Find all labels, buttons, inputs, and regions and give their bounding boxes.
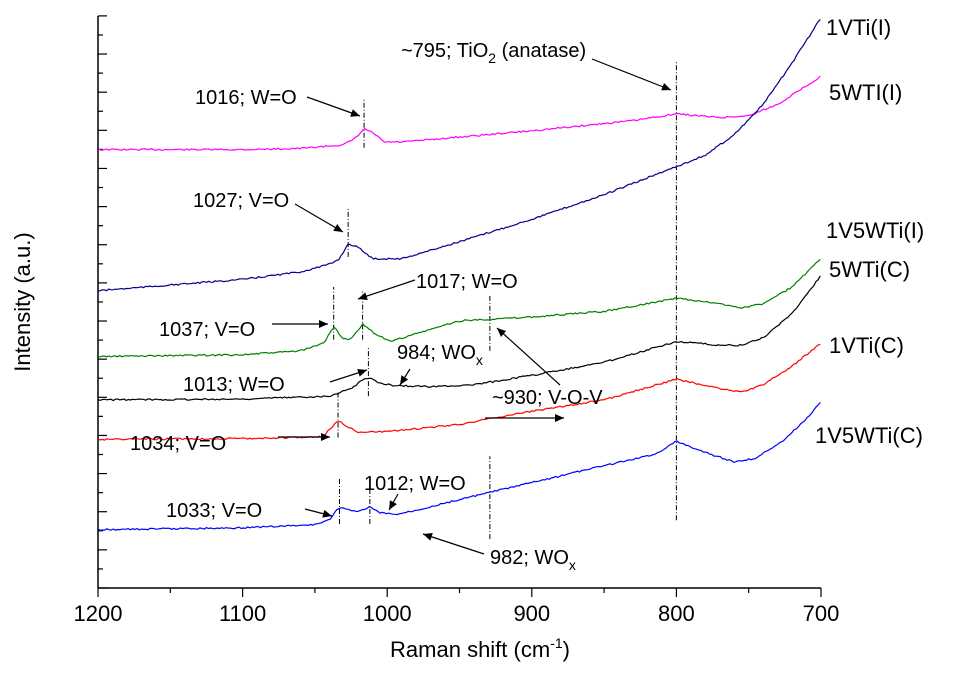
series-label-1v5wti-i: 1V5WTi(I)	[826, 218, 924, 243]
x-tick-label: 700	[803, 601, 840, 626]
annotation-arrows	[272, 58, 672, 555]
x-tick-label: 1200	[74, 601, 123, 626]
series-label-5wti-i: 5WTI(I)	[829, 80, 902, 105]
annotation-982-wox: 982; WOx	[490, 547, 576, 573]
series-label-5wti-c: 5WTi(C)	[829, 257, 910, 282]
series-label-1vti-i: 1VTi(I)	[826, 15, 891, 40]
annotation-1034-v-o: 1034; V=O	[130, 433, 226, 455]
annotation-arrowhead	[555, 414, 564, 422]
peak-marker-lines	[333, 61, 677, 540]
annotation-arrowhead	[321, 433, 330, 441]
annotation-arrowhead	[400, 375, 409, 385]
series-label-1v5wti-c: 1V5WTi(C)	[815, 423, 923, 448]
annotation-1013-w-o: 1013; W=O	[183, 374, 285, 396]
series-line-1vti-c	[97, 343, 821, 441]
annotation-arrow	[422, 533, 485, 555]
annotation-1033-v-o: 1033; V=O	[166, 500, 262, 522]
annotation-1016-w-o: 1016; W=O	[195, 87, 297, 109]
annotation-arrowhead	[322, 509, 332, 518]
annotation-arrowhead	[358, 292, 368, 300]
annotation-arrowhead	[333, 224, 343, 232]
series-line-5wti-i	[97, 75, 821, 152]
x-axis-title: Raman shift (cm-1)	[390, 635, 570, 662]
x-axis-ticks: 1200 1100 1000 900 800 700	[74, 588, 840, 626]
annotation-arrow	[294, 203, 344, 233]
annotation-arrowhead	[350, 109, 360, 117]
annotation-arrowhead	[661, 82, 671, 91]
annotation-1037-v-o: 1037; V=O	[159, 319, 255, 341]
annotation-795-tio2: ~795; TiO2 (anatase)	[401, 40, 586, 66]
annotation-arrow	[306, 96, 361, 117]
series-line-5wti-c	[97, 275, 821, 402]
annotation-1017-w-o: 1017; W=O	[416, 271, 518, 293]
series-line-1v5wti-c	[97, 402, 821, 532]
annotation-arrow	[496, 327, 561, 386]
series-line-1vti-i	[97, 18, 821, 292]
annotation-arrow	[591, 58, 672, 91]
annotation-arrowhead	[357, 368, 367, 377]
x-tick-label: 1100	[219, 601, 266, 626]
x-tick-label: 900	[513, 601, 550, 626]
annotation-1027-v-o: 1027; V=O	[193, 190, 289, 212]
annotation-arrowhead	[423, 533, 433, 541]
y-axis-title: Intensity (a.u.)	[10, 232, 35, 371]
plot-area: 1200 1100 1000 900 800 700	[74, 15, 840, 626]
annotation-arrowhead	[319, 320, 328, 328]
annotation-arrowhead	[389, 500, 397, 510]
annotation-984-wox: 984; WOx	[397, 342, 483, 368]
annotation-1012-w-o: 1012; W=O	[364, 473, 466, 495]
annotation-arrow	[357, 279, 416, 300]
annotation-930-v-o-v: ~930; V-O-V	[492, 387, 603, 409]
series-label-1vti-c: 1VTi(C)	[829, 333, 904, 358]
series-line-1v5wti-i	[97, 258, 821, 358]
annotation-arrowhead	[497, 328, 506, 337]
x-tick-label: 800	[658, 601, 695, 626]
y-axis-ticks	[98, 15, 107, 589]
series-lines	[97, 18, 821, 532]
x-tick-label: 1000	[363, 601, 412, 626]
